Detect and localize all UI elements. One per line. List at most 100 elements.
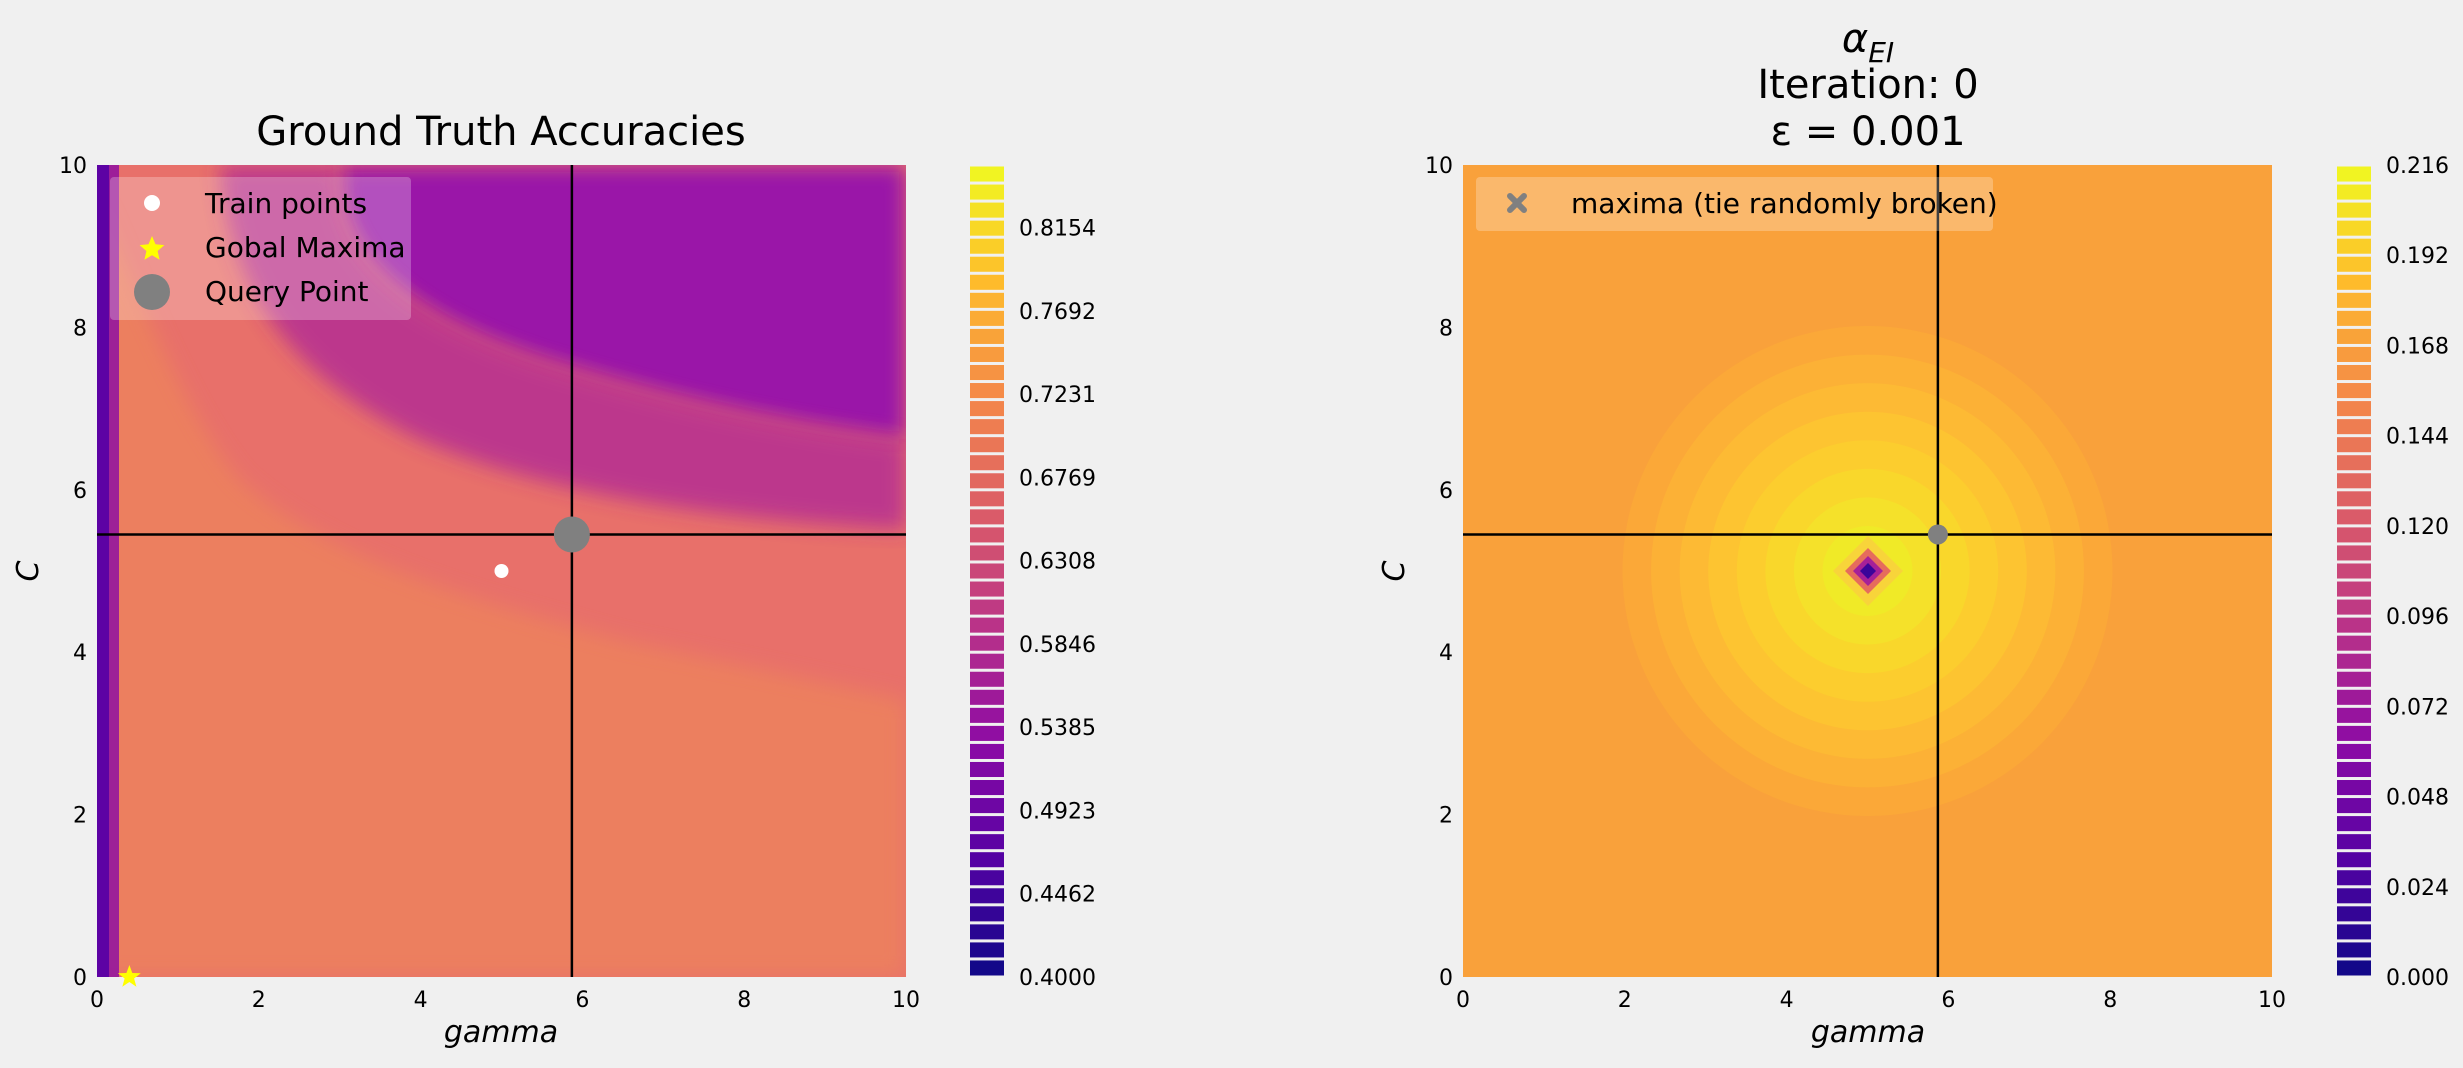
legend-query-point-label: Query Point <box>205 275 369 308</box>
left-colorbar-segment <box>970 581 1004 597</box>
left-colorbar-segment <box>970 942 1004 958</box>
left-colorbar-segment <box>970 256 1004 272</box>
left-colorbar-segment <box>970 743 1004 759</box>
left-colorbar-segment <box>970 816 1004 832</box>
left-colorbar-segment <box>970 671 1004 687</box>
right-colorbar-segment <box>2337 401 2371 417</box>
acquisition-maximum-point <box>1927 524 1948 545</box>
right-colorbar-segment <box>2337 509 2371 525</box>
right-colorbar-segment <box>2337 527 2371 543</box>
right-colorbar-segment <box>2337 635 2371 651</box>
right-colorbar-segment <box>2337 491 2371 507</box>
right-y-tick-label: 10 <box>1425 154 1453 179</box>
left-colorbar-segment <box>970 798 1004 814</box>
right-legend: maxima (tie randomly broken) <box>1476 177 1998 231</box>
right-y-tick-label: 8 <box>1439 316 1453 341</box>
left-colorbar-segment <box>970 184 1004 200</box>
left-colorbar-segment <box>970 653 1004 669</box>
right-heatmap <box>1463 165 2272 977</box>
right-colorbar-segment <box>2337 238 2371 254</box>
right-colorbar: 0.000 0.024 0.048 0.072 0.096 0.120 0.144 0.168… <box>2337 154 2449 991</box>
left-heatmap-trans-region <box>220 165 906 530</box>
right-x-tick-label: 10 <box>2258 988 2286 1013</box>
left-colorbar-segment <box>970 852 1004 868</box>
right-colorbar-segment <box>2337 870 2371 886</box>
right-colorbar-tick-label: 0.000 <box>2386 966 2449 991</box>
right-colorbar-segment <box>2337 364 2371 381</box>
right-x-tick-label: 6 <box>1941 988 1955 1013</box>
legend-maxima-label: maxima (tie randomly broken) <box>1571 187 1998 220</box>
right-colorbar-segment <box>2337 184 2371 200</box>
left-heatmap <box>97 165 906 977</box>
right-colorbar-tick-label: 0.120 <box>2386 515 2449 540</box>
legend-maxima-x-icon <box>1507 193 1527 213</box>
left-colorbar-segment <box>970 689 1004 705</box>
left-colorbar-segment <box>970 707 1004 723</box>
left-colorbar-segment <box>970 220 1004 236</box>
left-colorbar-tick-label: 0.8154 <box>1019 216 1096 241</box>
legend-query-point-icon <box>134 274 170 310</box>
left-legend-box <box>110 177 411 320</box>
left-colorbar-segment <box>970 527 1004 543</box>
left-colorbar-segment <box>970 383 1004 399</box>
left-chart-title: Ground Truth Accuracies <box>256 109 745 155</box>
right-colorbar-segment <box>2337 202 2371 218</box>
right-colorbar-segment <box>2337 906 2371 922</box>
left-colorbar-segment <box>970 328 1004 344</box>
right-y-tick-label: 2 <box>1439 804 1453 829</box>
right-colorbar-segment <box>2337 599 2371 615</box>
right-colorbar-segment <box>2337 689 2371 705</box>
global-maximum-star <box>117 965 141 987</box>
right-chart-title-epsilon: ε = 0.001 <box>1770 109 1965 155</box>
right-colorbar-segment <box>2337 707 2371 723</box>
left-y-tick-label: 8 <box>73 316 87 341</box>
right-colorbar-tick-label: 0.096 <box>2386 605 2449 630</box>
right-colorbar-tick-label: 0.192 <box>2386 244 2449 269</box>
left-x-tick-label: 0 <box>90 988 104 1013</box>
right-colorbar-segment <box>2337 671 2371 687</box>
left-x-tick-label: 8 <box>737 988 751 1013</box>
left-x-tick-label: 4 <box>414 988 428 1013</box>
left-colorbar-segment <box>970 960 1004 976</box>
left-colorbar-segment <box>970 924 1004 940</box>
left-colorbar-segment <box>970 473 1004 489</box>
right-colorbar-segment <box>2337 653 2371 669</box>
left-colorbar-segment <box>970 419 1004 435</box>
left-colorbar-tick-label: 0.6308 <box>1019 550 1096 575</box>
right-markers <box>1927 524 1948 545</box>
left-markers <box>117 516 590 987</box>
left-colorbar-segment <box>970 563 1004 579</box>
left-heatmap-high-region <box>97 200 906 977</box>
left-x-axis-label: gamma <box>444 1015 558 1050</box>
left-y-tick-label: 4 <box>73 641 87 666</box>
left-heatmap-mid-region <box>97 165 906 440</box>
right-colorbar-segment <box>2337 798 2371 814</box>
left-colorbar-segment <box>970 906 1004 922</box>
right-x-tick-label: 2 <box>1618 988 1632 1013</box>
left-colorbar-segment <box>970 202 1004 218</box>
right-colorbar-segment <box>2337 816 2371 832</box>
left-colorbar-segment <box>970 509 1004 525</box>
right-colorbar-tick-label: 0.048 <box>2386 786 2449 811</box>
legend-global-maxima-star-icon <box>139 236 165 260</box>
right-y-tick-label: 0 <box>1439 966 1453 991</box>
right-colorbar-segment <box>2337 743 2371 759</box>
left-colorbar-segment <box>970 761 1004 778</box>
left-colorbar-segment <box>970 166 1004 182</box>
right-x-tick-label: 0 <box>1456 988 1470 1013</box>
left-colorbar-segment <box>970 545 1004 561</box>
right-colorbar-segment <box>2337 545 2371 561</box>
left-x-tick-label: 6 <box>575 988 589 1013</box>
right-colorbar-tick-label: 0.024 <box>2386 876 2449 901</box>
right-x-tick-label: 8 <box>2103 988 2117 1013</box>
left-colorbar-segment <box>970 364 1004 381</box>
train-point <box>494 564 509 578</box>
left-colorbar-tick-label: 0.7692 <box>1019 300 1096 325</box>
right-legend-box <box>1476 177 1993 231</box>
left-y-axis-label: C <box>11 560 46 581</box>
left-y-tick-label: 10 <box>59 154 87 179</box>
left-edge-band <box>97 165 109 977</box>
right-colorbar-segment <box>2337 419 2371 435</box>
left-x-tick-label: 2 <box>252 988 266 1013</box>
